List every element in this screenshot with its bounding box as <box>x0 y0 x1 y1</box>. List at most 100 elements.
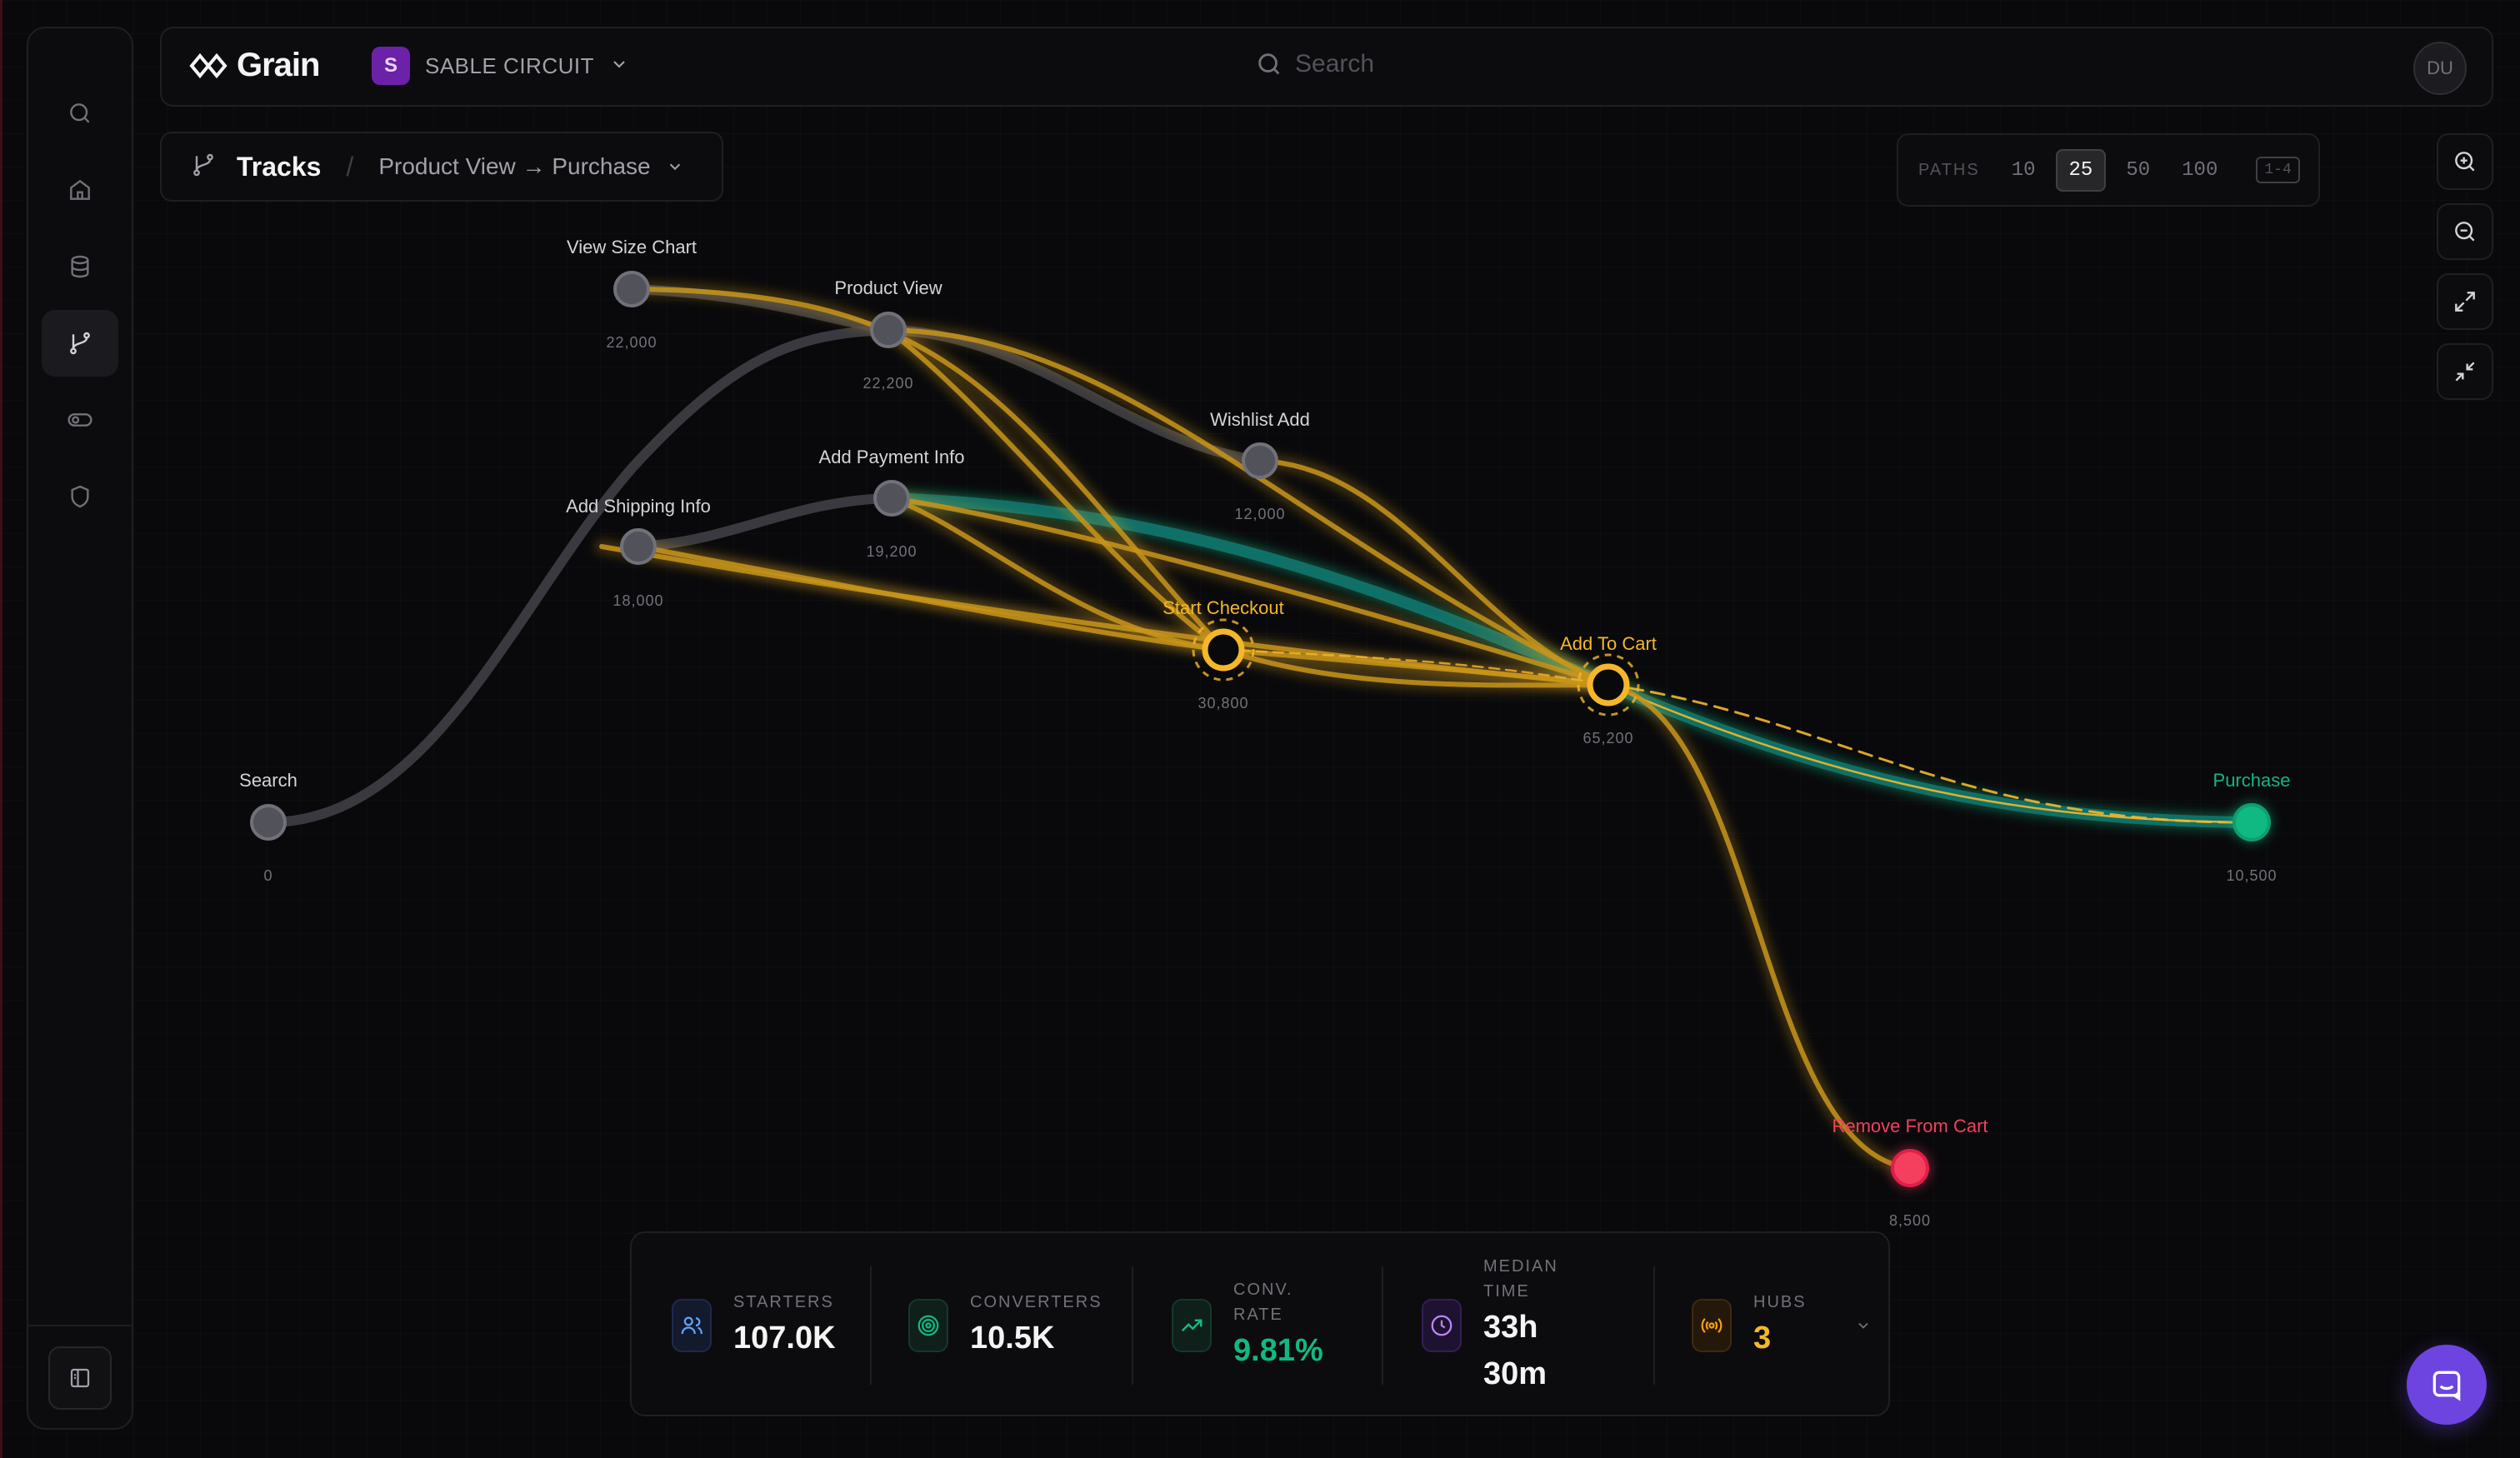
toggle-icon <box>68 413 92 427</box>
paths-option-10[interactable]: 10 <box>2011 158 2036 182</box>
clock-icon <box>1422 1299 1462 1352</box>
stat-label: CONV. <box>1233 1281 1293 1299</box>
paths-range-badge: 1-4 <box>2256 157 2300 183</box>
stat-label: TIME <box>1483 1282 1530 1301</box>
users-icon <box>672 1299 712 1352</box>
node-label: Wishlist Add <box>1210 409 1310 430</box>
track-selector[interactable]: Product View → Purchase <box>378 153 651 179</box>
node-wishlist-add[interactable]: Wishlist Add 12,000 <box>1210 409 1310 522</box>
node-count: 12,000 <box>1234 506 1285 522</box>
expand-icon <box>2455 292 2475 312</box>
global-search <box>1255 50 1712 78</box>
target-icon <box>908 1299 948 1352</box>
sidebar-item-database[interactable] <box>42 233 118 300</box>
stat-value: 30m <box>1483 1356 1548 1391</box>
edge-shipping-cart <box>599 544 1611 687</box>
node-label: Purchase <box>2213 770 2291 791</box>
node-count: 65,200 <box>1582 730 1633 746</box>
breadcrumb-section[interactable]: Tracks <box>237 151 322 182</box>
node-label: Add To Cart <box>1560 633 1657 654</box>
stat-median-time: MEDIAN TIME 33h 30m <box>1422 1233 1558 1418</box>
sidebar-item-tracks[interactable] <box>42 310 118 377</box>
stat-value: 10.5K <box>970 1321 1055 1356</box>
node-count: 22,200 <box>862 375 913 392</box>
database-icon <box>71 255 89 278</box>
paths-option-25[interactable]: 25 <box>2055 148 2107 192</box>
stat-divider <box>1132 1266 1133 1385</box>
sidebar-toggle-icon <box>70 1368 90 1388</box>
node-label: Add Payment Info <box>819 447 965 467</box>
node-view-size-chart[interactable]: View Size Chart 22,000 <box>567 237 697 351</box>
app-logo[interactable]: Grain <box>188 47 320 84</box>
expand-button[interactable] <box>2437 273 2493 330</box>
zoom-in-icon <box>2455 152 2475 172</box>
top-bar: Grain S SABLE CIRCUIT DU <box>160 27 2493 107</box>
edge-search-product-view <box>263 325 893 827</box>
workspace-badge: S <box>372 47 410 85</box>
search-icon <box>1258 53 1280 75</box>
node-label: View Size Chart <box>567 237 697 257</box>
paths-selector: PATHS 10 25 50 100 1-4 <box>1897 133 2320 207</box>
zoom-in-button[interactable] <box>2437 133 2493 190</box>
sidebar-item-toggles[interactable] <box>42 387 118 453</box>
stat-value: 9.81% <box>1233 1333 1323 1368</box>
node-label: Add Shipping Info <box>566 496 711 517</box>
grain-logo-icon <box>189 52 228 78</box>
node-remove-from-cart[interactable]: Remove From Cart 8,500 <box>1832 1116 1988 1229</box>
trending-up-icon <box>1172 1299 1212 1352</box>
node-product-view[interactable]: Product View 22,200 <box>834 277 942 392</box>
stat-value: 33h <box>1483 1310 1538 1345</box>
node-count: 18,000 <box>612 592 663 609</box>
node-purchase[interactable]: Purchase 10,500 <box>2213 770 2291 884</box>
node-count: 8,500 <box>1889 1212 1931 1229</box>
edge-shipping-checkout <box>636 544 1226 652</box>
stat-hubs[interactable]: HUBS 3 <box>1692 1233 1872 1418</box>
edge-cart-purchase-dashed <box>1607 683 2253 824</box>
node-add-payment-info[interactable]: Add Payment Info 19,200 <box>819 447 965 560</box>
sidebar-collapse-button[interactable] <box>48 1346 112 1410</box>
stat-divider <box>1382 1266 1383 1385</box>
chevron-down-icon[interactable] <box>666 157 684 176</box>
stat-label: MEDIAN <box>1483 1257 1558 1276</box>
node-add-shipping-info[interactable]: Add Shipping Info 18,000 <box>566 496 711 609</box>
sidebar-item-search[interactable] <box>42 80 118 147</box>
zoom-out-icon <box>2455 222 2475 242</box>
chat-launcher-button[interactable] <box>2407 1345 2487 1425</box>
edge-payment-checkout <box>889 496 1226 652</box>
inactive-paths <box>263 284 1265 827</box>
stat-conversion-rate: CONV. RATE 9.81% <box>1172 1233 1323 1418</box>
node-label: Start Checkout <box>1162 597 1284 618</box>
stat-label: STARTERS <box>733 1293 834 1311</box>
stat-label: RATE <box>1233 1306 1283 1324</box>
stat-starters: STARTERS 107.0K <box>672 1233 836 1418</box>
edge-size-chart-checkout <box>629 287 1611 688</box>
stat-divider <box>1653 1266 1655 1385</box>
zoom-out-button[interactable] <box>2437 203 2493 260</box>
workspace-switcher[interactable]: S SABLE CIRCUIT <box>372 47 629 85</box>
node-count: 19,200 <box>866 543 917 560</box>
collapse-button[interactable] <box>2437 343 2493 400</box>
edge-checkout-cart-dashed <box>1222 648 1610 687</box>
stats-panel: STARTERS 107.0K CONVERTERS 10.5K CONV. R… <box>630 1231 1890 1416</box>
converting-path <box>882 489 2261 831</box>
active-paths <box>594 282 2253 1176</box>
sidebar-divider <box>28 1325 132 1326</box>
search-input[interactable] <box>1295 50 1712 78</box>
stat-value: 3 <box>1753 1321 1772 1356</box>
stat-converters: CONVERTERS 10.5K <box>908 1233 1102 1418</box>
sidebar-item-security[interactable] <box>42 463 118 530</box>
chevron-down-icon <box>609 54 629 78</box>
broadcast-icon <box>1692 1299 1732 1352</box>
node-add-to-cart[interactable]: Add To Cart 65,200 <box>1560 633 1657 746</box>
node-label: Product View <box>834 277 942 298</box>
window-edge <box>0 0 2 1458</box>
node-start-checkout[interactable]: Start Checkout 30,800 <box>1162 597 1284 712</box>
sidebar-item-home[interactable] <box>42 157 118 223</box>
user-avatar[interactable]: DU <box>2413 42 2467 95</box>
node-search[interactable]: Search 0 <box>239 770 298 884</box>
edge-checkout-cart <box>1221 647 1611 687</box>
chevron-down-icon[interactable] <box>1855 1317 1872 1334</box>
edge-wishlist-cart <box>1258 458 1611 687</box>
paths-option-100[interactable]: 100 <box>2182 158 2218 182</box>
paths-option-50[interactable]: 50 <box>2126 158 2151 182</box>
